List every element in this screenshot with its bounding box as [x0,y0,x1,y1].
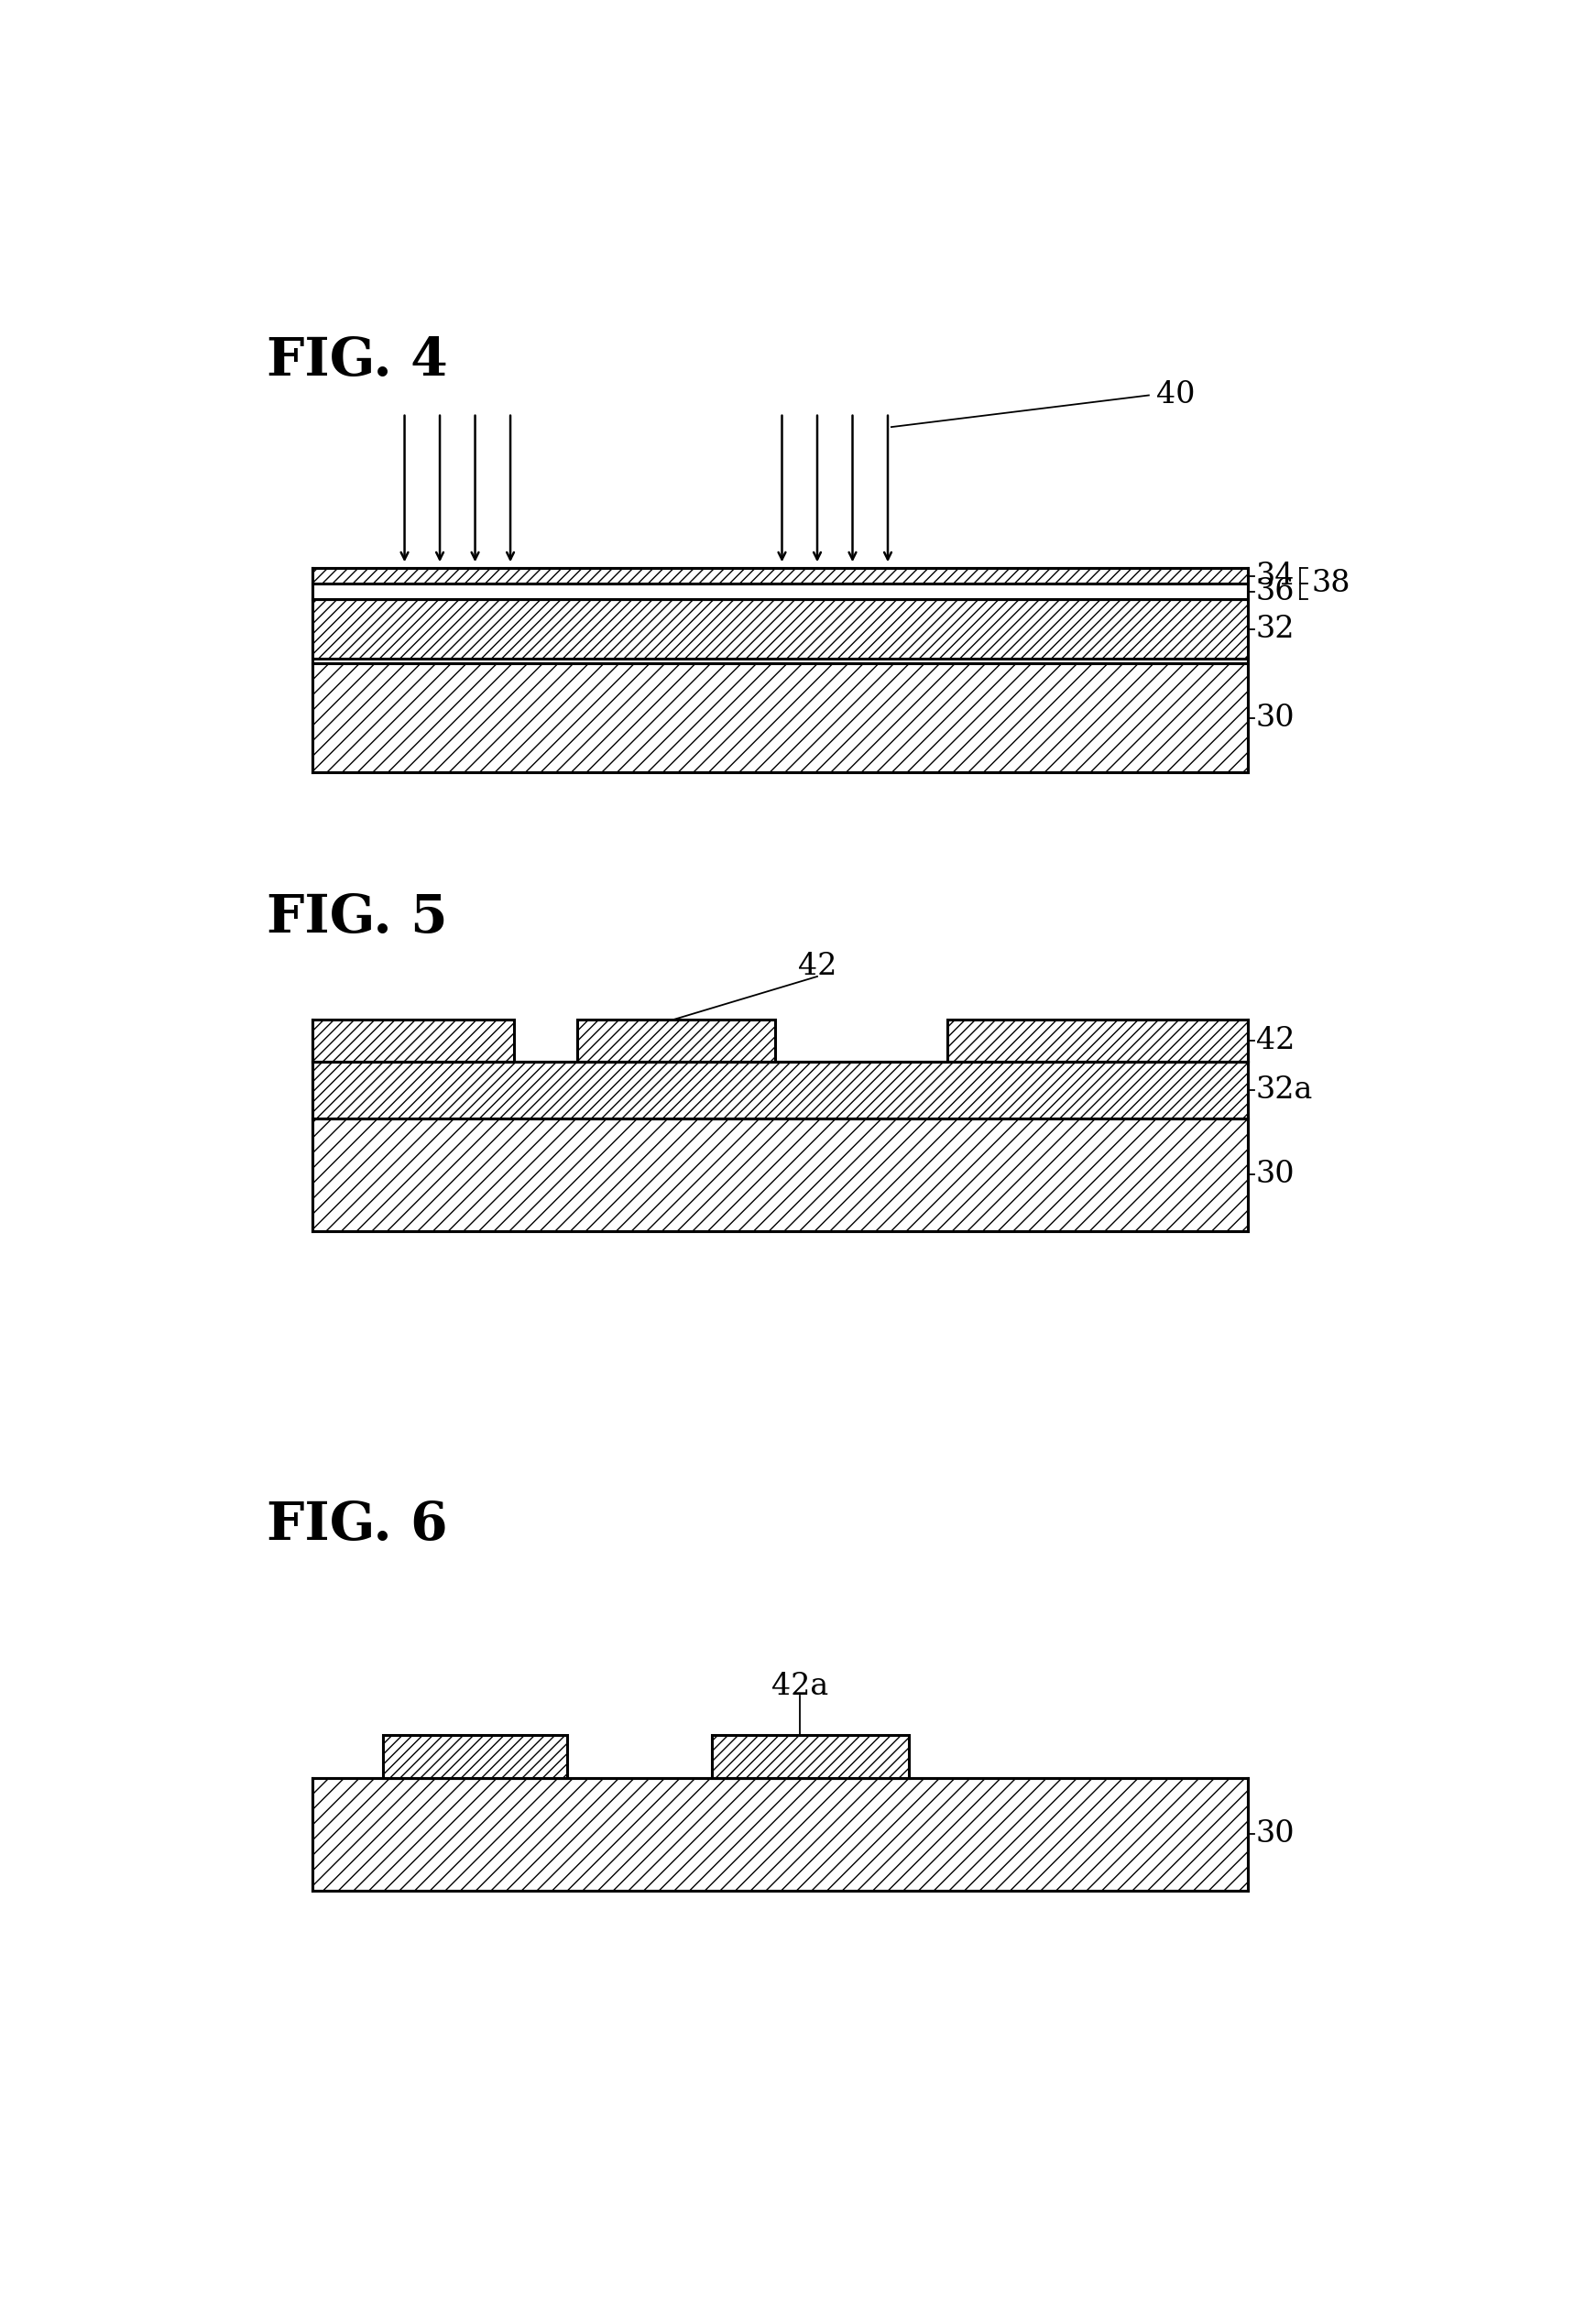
Bar [313,1062,1248,1118]
Bar [948,1020,1248,1062]
Text: 42: 42 [1256,1025,1294,1055]
Text: FIG. 6: FIG. 6 [267,1499,448,1550]
Bar [578,1020,776,1062]
Text: 30: 30 [1256,1160,1294,1190]
Text: 42: 42 [798,953,836,981]
Text: FIG. 5: FIG. 5 [267,892,448,944]
Bar [313,567,1248,583]
Text: 40: 40 [1156,381,1195,409]
Bar [712,1736,910,1778]
Text: FIG. 4: FIG. 4 [267,335,448,386]
Bar [383,1736,567,1778]
Text: 38: 38 [1310,569,1350,597]
Bar [313,662,1248,772]
Text: 34: 34 [1256,560,1294,590]
Text: 42a: 42a [771,1671,828,1701]
Text: 36: 36 [1256,576,1294,607]
Bar [313,1118,1248,1232]
Bar [313,1778,1248,1892]
Bar [313,583,1248,600]
Text: 30: 30 [1256,704,1294,732]
Text: 30: 30 [1256,1820,1294,1850]
Text: 32a: 32a [1256,1076,1314,1104]
Bar [313,600,1248,660]
Text: 32: 32 [1256,614,1294,644]
Bar [313,1020,514,1062]
